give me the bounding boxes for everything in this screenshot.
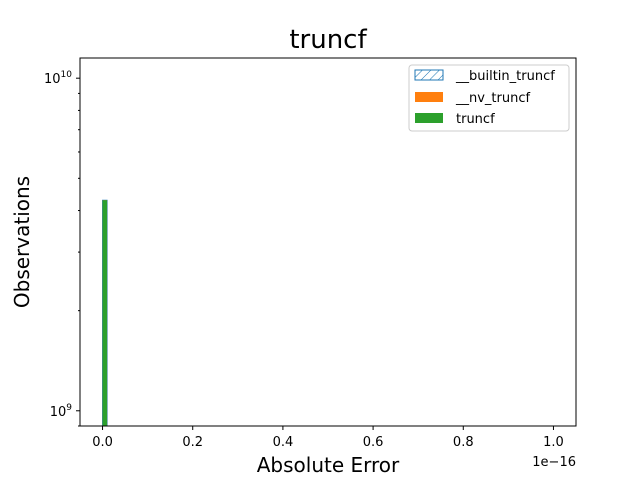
- x-axis-label: Absolute Error: [257, 453, 400, 477]
- legend-swatch-truncf: [415, 113, 443, 123]
- x-tick-label: 0.0: [92, 435, 113, 450]
- x-tick-label: 0.6: [363, 435, 384, 450]
- y-axis-label: Observations: [10, 176, 34, 308]
- x-tick-label: 0.4: [273, 435, 294, 450]
- x-tick-label: 0.2: [182, 435, 203, 450]
- x-axis-offset-label: 1e−16: [532, 455, 576, 470]
- legend-label-builtin-truncf: __builtin_truncf: [455, 69, 555, 84]
- y-tick-label: 109: [50, 403, 73, 420]
- legend: __builtin_truncf __nv_truncf truncf: [409, 65, 569, 131]
- x-axis-ticks: 0.0 0.2 0.4 0.6 0.8 1.0: [92, 426, 564, 450]
- x-tick-label: 1.0: [543, 435, 564, 450]
- chart-title: truncf: [289, 25, 367, 55]
- bars-layer: [103, 200, 108, 426]
- legend-label-truncf: truncf: [456, 112, 495, 127]
- legend-swatch-builtin-truncf: [415, 70, 443, 80]
- y-axis-ticks: 109 1010: [44, 70, 80, 426]
- x-tick-label: 0.8: [453, 435, 474, 450]
- bar-truncf-0: [103, 200, 108, 426]
- legend-label-nv-truncf: __nv_truncf: [455, 91, 531, 106]
- y-tick-label: 1010: [44, 70, 72, 87]
- legend-swatch-nv-truncf: [415, 92, 443, 102]
